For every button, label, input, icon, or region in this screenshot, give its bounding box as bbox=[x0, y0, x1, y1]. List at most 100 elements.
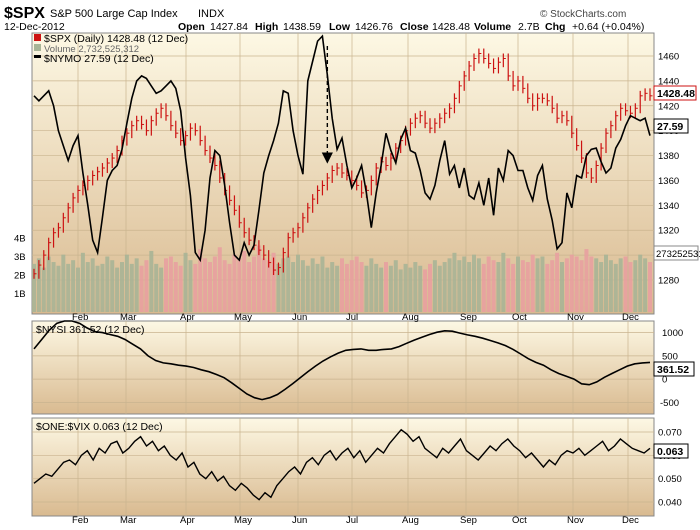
price-tick-label: 1440 bbox=[658, 76, 679, 87]
volume-bar bbox=[76, 267, 80, 312]
volume-bar bbox=[266, 260, 271, 312]
volume-bar bbox=[281, 258, 286, 312]
month-label-bottom: Aug bbox=[402, 515, 419, 526]
nymo-line bbox=[33, 34, 651, 263]
month-label: Sep bbox=[460, 312, 477, 323]
chart-header: $SPX S&P 500 Large Cap Index INDX © Stoc… bbox=[4, 5, 644, 33]
month-label: Aug bbox=[402, 312, 419, 323]
volume-bar bbox=[530, 254, 535, 312]
volume-bar bbox=[256, 245, 261, 312]
volume-bar bbox=[555, 252, 560, 312]
volume-bar bbox=[496, 262, 501, 312]
one-vix-last-value: 0.063 bbox=[657, 446, 683, 458]
exchange-label: INDX bbox=[198, 8, 225, 20]
volume-bar bbox=[486, 256, 491, 312]
volume-bar bbox=[144, 260, 149, 312]
volume-bar bbox=[476, 258, 481, 312]
volume-bar bbox=[159, 267, 164, 312]
volume-bar bbox=[56, 265, 61, 312]
volume-bar bbox=[183, 252, 188, 312]
month-label: Apr bbox=[180, 312, 195, 323]
close-label: Close bbox=[400, 21, 429, 33]
volume-bar bbox=[286, 256, 291, 312]
month-label-bottom: Dec bbox=[622, 515, 639, 526]
month-label-bottom: Sep bbox=[460, 515, 477, 526]
volume-bar bbox=[232, 254, 237, 312]
volume-bar bbox=[432, 260, 437, 312]
volume-bar bbox=[628, 262, 633, 312]
volume-bar bbox=[506, 258, 511, 312]
month-label-bottom: Jul bbox=[346, 515, 358, 526]
nysi-panel bbox=[31, 320, 655, 415]
volume-bar bbox=[198, 249, 203, 312]
volume-bar bbox=[428, 263, 432, 312]
volume-bar bbox=[71, 260, 76, 312]
volume-bar bbox=[335, 265, 340, 312]
volume-bar bbox=[633, 260, 638, 312]
volume-bar bbox=[379, 267, 384, 312]
volume-bar bbox=[320, 256, 325, 312]
volume-bar bbox=[32, 263, 36, 312]
one-vix-tick-label: 0.070 bbox=[658, 428, 682, 439]
volume-bar bbox=[120, 262, 124, 312]
volume-bar bbox=[520, 260, 525, 312]
volume-bar bbox=[393, 260, 398, 312]
nysi-last-value: 361.52 bbox=[657, 364, 689, 376]
volume-bar bbox=[491, 260, 496, 312]
volume-last-value: 2732525312 bbox=[656, 249, 700, 260]
volume-bar bbox=[604, 254, 608, 312]
nymo-legend-text: $NYMO 27.59 (12 Dec) bbox=[44, 53, 154, 65]
volume-bar bbox=[481, 263, 486, 312]
volume-bar bbox=[462, 256, 467, 312]
volume-bar bbox=[579, 260, 584, 312]
volume-bar bbox=[222, 260, 227, 312]
volume-bar bbox=[525, 262, 530, 312]
volume-bar bbox=[613, 263, 618, 312]
price-tick-label: 1360 bbox=[658, 176, 679, 187]
volume-bar bbox=[115, 267, 120, 312]
volume-bar bbox=[124, 254, 129, 312]
low-label: Low bbox=[329, 21, 351, 33]
volume-label: Volume bbox=[474, 21, 511, 33]
month-label-bottom: Nov bbox=[567, 515, 584, 526]
volume-bar bbox=[418, 265, 423, 312]
volume-bar bbox=[291, 262, 296, 312]
price-tick-label: 1380 bbox=[658, 151, 679, 162]
volume-bar bbox=[384, 262, 388, 312]
price-tick-label: 1320 bbox=[658, 226, 679, 237]
volume-bar bbox=[618, 258, 623, 312]
volume-bar bbox=[188, 260, 193, 312]
volume-bar bbox=[516, 256, 520, 312]
volume-bar bbox=[501, 252, 506, 312]
volume-bar bbox=[300, 260, 305, 312]
volume-bar bbox=[237, 258, 242, 312]
spx-legend-swatch bbox=[34, 34, 41, 41]
volume-bar bbox=[41, 267, 46, 312]
month-label-bottom: Oct bbox=[512, 515, 527, 526]
price-tick-label: 1460 bbox=[658, 52, 679, 63]
volume-bar bbox=[330, 262, 335, 312]
volume-bar bbox=[95, 265, 100, 312]
volume-bar bbox=[51, 262, 56, 312]
one-vix-legend-text: $ONE:$VIX 0.063 (12 Dec) bbox=[36, 421, 163, 433]
index-name: S&P 500 Large Cap Index bbox=[50, 8, 178, 20]
one-vix-last-badge: 0.063 bbox=[653, 443, 689, 459]
spx-legend-text: $SPX (Daily) 1428.48 (12 Dec) bbox=[44, 33, 188, 45]
month-label: Oct bbox=[512, 312, 527, 323]
month-label: Nov bbox=[567, 312, 584, 323]
nysi-tick-label: -500 bbox=[660, 398, 679, 409]
volume-bar bbox=[178, 265, 183, 312]
month-label-bottom: Apr bbox=[180, 515, 195, 526]
volume-bar bbox=[310, 258, 315, 312]
volume-bar bbox=[80, 252, 85, 312]
volume-bar bbox=[271, 252, 276, 312]
spx-price-bars bbox=[33, 48, 653, 279]
volume-bar bbox=[457, 260, 462, 312]
spx-last-value: 1428.48 bbox=[657, 88, 695, 100]
nymo-legend-swatch bbox=[34, 55, 41, 58]
low-value: 1426.76 bbox=[355, 21, 393, 33]
volume-bar bbox=[472, 254, 476, 312]
price-tick-label: 1280 bbox=[658, 276, 679, 287]
volume-bar bbox=[66, 263, 71, 312]
